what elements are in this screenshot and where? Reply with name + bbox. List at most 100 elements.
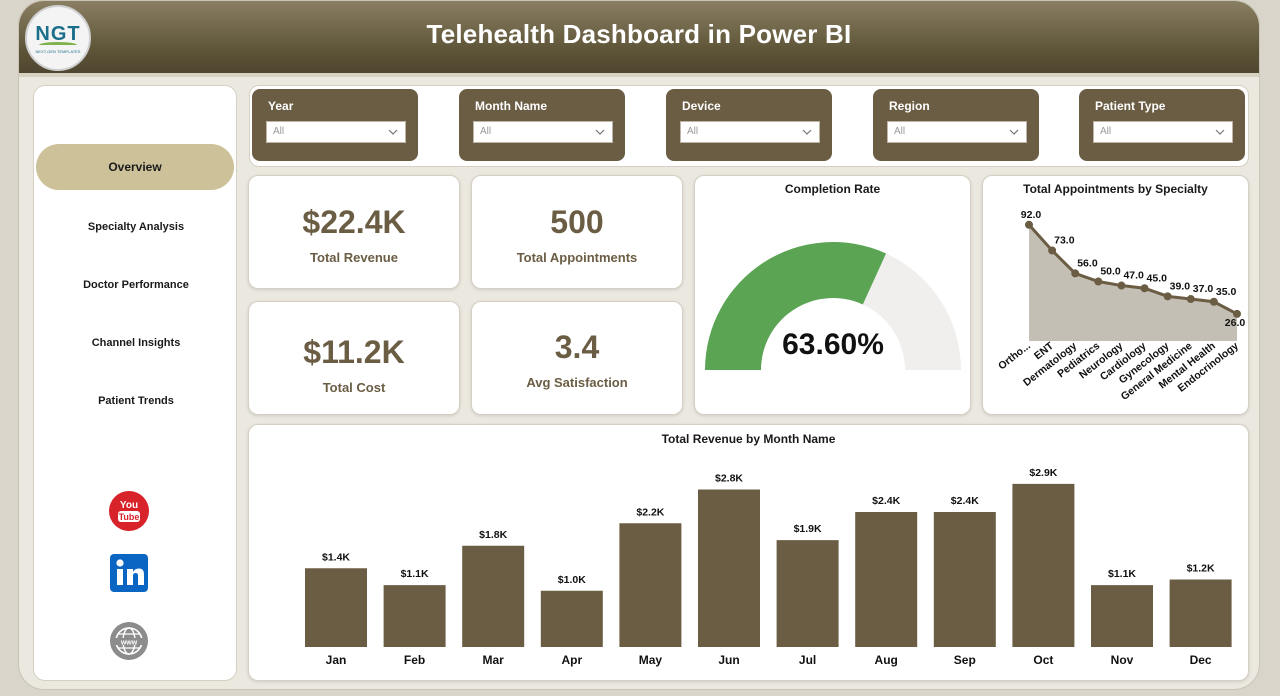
data-point bbox=[1186, 295, 1195, 304]
kpi-card-total-cost[interactable]: $11.2K Total Cost bbox=[248, 301, 460, 415]
filter-patient-type: Patient Type All bbox=[1079, 89, 1245, 161]
completion-rate-card[interactable]: Completion Rate 63.60% bbox=[694, 175, 971, 415]
data-label: 39.0 bbox=[1170, 280, 1191, 292]
youtube-icon[interactable]: You Tube bbox=[108, 490, 150, 532]
dropdown-value: All bbox=[687, 126, 699, 137]
header-bar: NGT NEXT-GEN TEMPLATES Telehealth Dashbo… bbox=[19, 1, 1259, 77]
chart-title: Total Appointments by Specialty bbox=[1023, 182, 1208, 196]
data-label: 35.0 bbox=[1216, 286, 1237, 298]
data-label: 92.0 bbox=[1021, 209, 1042, 221]
data-label: 50.0 bbox=[1100, 266, 1121, 278]
bar-dec bbox=[1169, 579, 1232, 647]
tick-label: Apr bbox=[561, 653, 582, 667]
chevron-down-icon bbox=[1009, 129, 1019, 135]
sidebar-item-label: Specialty Analysis bbox=[87, 221, 185, 233]
tick-label: Feb bbox=[404, 653, 425, 667]
kpi-label: Avg Satisfaction bbox=[526, 375, 628, 390]
appointments-by-specialty-card[interactable]: Total Appointments by Specialty 92.0 Orth… bbox=[982, 175, 1249, 415]
tick-label: Mar bbox=[483, 653, 505, 667]
sidebar-item-label: Doctor Performance bbox=[83, 279, 189, 291]
kpi-card-avg-satisfaction[interactable]: 3.4 Avg Satisfaction bbox=[471, 301, 683, 415]
filter-label: Month Name bbox=[475, 99, 547, 113]
data-label: 73.0 bbox=[1054, 234, 1075, 246]
chevron-down-icon bbox=[388, 129, 398, 135]
data-label: $1.1K bbox=[1108, 568, 1136, 580]
data-label: $2.4K bbox=[872, 495, 900, 507]
sidebar-item-patient-trends[interactable]: Patient Trends bbox=[34, 378, 238, 424]
bar-oct bbox=[1012, 483, 1075, 647]
data-point bbox=[1233, 309, 1241, 318]
svg-text:You: You bbox=[120, 500, 138, 511]
kpi-value: $22.4K bbox=[302, 204, 406, 240]
data-label: 47.0 bbox=[1123, 270, 1144, 282]
page-title: Telehealth Dashboard in Power BI bbox=[426, 19, 852, 49]
chart-title: Total Revenue by Month Name bbox=[661, 432, 836, 446]
bar-jan bbox=[305, 568, 367, 647]
tick-label: Aug bbox=[875, 653, 898, 667]
data-label: 45.0 bbox=[1147, 272, 1168, 284]
data-point bbox=[1163, 292, 1172, 301]
kpi-value: 3.4 bbox=[554, 329, 600, 365]
data-label: $1.2K bbox=[1187, 563, 1215, 575]
sidebar-item-overview[interactable]: Overview bbox=[36, 144, 234, 190]
bar-apr bbox=[540, 590, 603, 647]
chevron-down-icon bbox=[802, 129, 812, 135]
linkedin-icon[interactable] bbox=[108, 552, 150, 594]
tick-label: Ortho... bbox=[996, 340, 1033, 372]
sidebar-item-channel-insights[interactable]: Channel Insights bbox=[34, 320, 238, 366]
sidebar-item-label: Overview bbox=[108, 160, 162, 174]
tick-label: May bbox=[639, 653, 663, 667]
year-dropdown[interactable]: All bbox=[266, 121, 406, 143]
month-name-dropdown[interactable]: All bbox=[473, 121, 613, 143]
website-globe-icon[interactable]: www bbox=[108, 620, 150, 662]
dropdown-value: All bbox=[273, 126, 285, 137]
data-point bbox=[1025, 220, 1033, 229]
bar-aug bbox=[855, 512, 918, 647]
chevron-down-icon bbox=[1215, 129, 1225, 135]
data-label: $1.0K bbox=[558, 574, 586, 586]
svg-text:www: www bbox=[120, 640, 138, 647]
patient-type-dropdown[interactable]: All bbox=[1093, 121, 1233, 143]
kpi-label: Total Revenue bbox=[310, 250, 398, 265]
kpi-card-total-appointments[interactable]: 500 Total Appointments bbox=[471, 175, 683, 289]
gauge-fill bbox=[705, 241, 887, 370]
filter-device: Device All bbox=[666, 89, 832, 161]
filter-label: Patient Type bbox=[1095, 99, 1166, 113]
data-point bbox=[1094, 277, 1103, 286]
region-dropdown[interactable]: All bbox=[887, 121, 1027, 143]
data-point bbox=[1117, 281, 1126, 290]
bar-jun bbox=[698, 489, 760, 647]
data-label: $1.8K bbox=[479, 529, 507, 541]
tick-label: Dec bbox=[1190, 653, 1212, 667]
data-label: $1.9K bbox=[794, 523, 822, 535]
revenue-by-month-card[interactable]: Total Revenue by Month Name $1.4K Jan $1.1… bbox=[248, 424, 1249, 681]
bar-jul bbox=[776, 540, 839, 647]
sidebar-item-label: Channel Insights bbox=[91, 337, 181, 349]
bar-sep bbox=[933, 512, 996, 647]
dashboard-frame: NGT NEXT-GEN TEMPLATES Telehealth Dashbo… bbox=[18, 0, 1260, 690]
bar-mar bbox=[462, 545, 525, 647]
revenue-by-month-chart: $1.4K Jan $1.1K Feb $1.8K Mar $1.0K Apr $2.2K May… bbox=[305, 467, 1232, 667]
data-label: $1.4K bbox=[322, 551, 350, 563]
data-label: $1.1K bbox=[401, 568, 429, 580]
kpi-value: $11.2K bbox=[303, 334, 405, 370]
device-dropdown[interactable]: All bbox=[680, 121, 820, 143]
tick-label: Oct bbox=[1033, 653, 1053, 667]
sidebar-item-doctor-performance[interactable]: Doctor Performance bbox=[34, 262, 238, 308]
data-point bbox=[1048, 246, 1057, 255]
logo-subtitle: NEXT-GEN TEMPLATES bbox=[35, 48, 81, 54]
tick-label: Nov bbox=[1111, 653, 1134, 667]
sidebar-item-specialty-analysis[interactable]: Specialty Analysis bbox=[34, 204, 238, 250]
tick-label: Sep bbox=[954, 653, 976, 667]
data-label: $2.8K bbox=[715, 473, 743, 485]
filter-label: Region bbox=[889, 99, 930, 113]
logo-swoosh bbox=[39, 41, 77, 48]
kpi-label: Total Appointments bbox=[516, 250, 638, 265]
kpi-value: 500 bbox=[550, 204, 604, 240]
filter-label: Year bbox=[268, 99, 294, 113]
series-line bbox=[1027, 223, 1238, 316]
filter-year: Year All bbox=[252, 89, 418, 161]
kpi-card-total-revenue[interactable]: $22.4K Total Revenue bbox=[248, 175, 460, 289]
kpi-label: Total Cost bbox=[322, 380, 386, 395]
dropdown-value: All bbox=[480, 126, 492, 137]
